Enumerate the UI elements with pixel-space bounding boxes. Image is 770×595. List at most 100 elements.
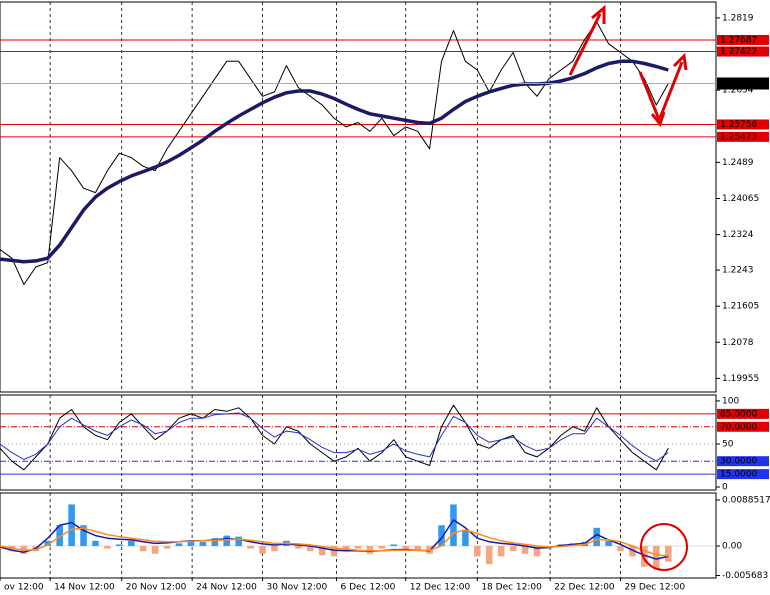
y-tick-label: 0.00 <box>722 541 742 551</box>
histogram-bar <box>44 540 52 546</box>
y-tick-label: 1.2819 <box>722 13 754 23</box>
histogram-bar <box>127 540 135 546</box>
histogram-bar <box>641 545 648 567</box>
level-label: 30.0000 <box>720 457 757 467</box>
annotations <box>568 4 688 571</box>
histogram-bar <box>629 545 636 557</box>
histogram-bar <box>56 525 63 546</box>
price-label-box <box>717 77 769 90</box>
arrowhead <box>591 4 606 24</box>
histogram-bar <box>474 545 481 557</box>
panel-frame <box>0 1 717 393</box>
y-tick-label: 1.2078 <box>722 338 754 348</box>
level-label: 70.0000 <box>720 422 757 432</box>
price-label: 1.26692 <box>720 79 757 89</box>
histogram-bar <box>414 545 421 552</box>
series-line <box>0 59 669 264</box>
histogram-bar <box>438 525 445 546</box>
x-tick-label: 22 Dec 12:00 <box>554 583 615 593</box>
arrowhead <box>672 52 688 71</box>
level-label-box <box>717 469 769 480</box>
arrowhead <box>650 111 666 128</box>
histogram-bar <box>295 545 302 549</box>
level-label-box <box>717 46 769 57</box>
histogram-bar <box>80 525 87 546</box>
histogram-bar <box>593 527 600 546</box>
y-tick-label: 0 <box>722 483 728 493</box>
histogram-bar <box>521 545 529 554</box>
histogram-bar <box>92 540 99 546</box>
histogram-bar <box>223 535 231 546</box>
series-line <box>0 527 669 557</box>
y-tick-label: 100 <box>722 396 739 406</box>
histogram-bar <box>175 543 183 546</box>
level-label: 1.25473 <box>720 132 757 142</box>
histogram-bar <box>163 545 171 549</box>
level-label-box <box>717 456 769 467</box>
series-line <box>0 412 669 462</box>
level-label-box <box>717 119 769 130</box>
arrow-up <box>658 61 684 119</box>
histogram-bar <box>247 545 254 549</box>
panel-frame <box>0 394 717 491</box>
x-tick-label: 6 Dec 12:00 <box>341 583 396 593</box>
y-tick-label: 1.2243 <box>722 266 754 276</box>
x-tick-label: 30 Nov 12:00 <box>267 583 328 593</box>
x-tick-label: ov 12:00 <box>4 583 44 593</box>
series-line <box>0 21 669 285</box>
y-tick-label: 1.2324 <box>722 230 754 240</box>
x-tick-label: 20 Nov 12:00 <box>126 583 187 593</box>
histogram-bar <box>402 545 410 551</box>
histogram-bar <box>378 545 386 549</box>
histogram-bar <box>664 545 672 562</box>
histogram-bar <box>139 545 147 552</box>
x-tick-label: 18 Dec 12:00 <box>481 583 542 593</box>
level-label-box <box>717 408 769 419</box>
histogram-bar <box>68 504 75 546</box>
histogram-bar <box>533 545 541 557</box>
level-label-box <box>717 131 769 142</box>
y-tick-label: -0.005683 <box>722 571 768 581</box>
histogram-bar <box>211 538 219 546</box>
level-label: 15.0000 <box>720 470 757 480</box>
level-label: 1.25756 <box>720 120 757 130</box>
histogram-bar <box>485 545 493 565</box>
arrow-up <box>568 13 602 76</box>
x-tick-label: 12 Dec 12:00 <box>410 583 471 593</box>
level-label-box <box>717 421 769 432</box>
histogram-bar <box>271 545 278 552</box>
y-tick-label: 1.2654 <box>722 86 754 96</box>
histogram-bar <box>104 545 111 549</box>
histogram-bar <box>259 545 266 554</box>
x-tick-label: 29 Dec 12:00 <box>625 583 686 593</box>
histogram-bar <box>354 545 362 549</box>
histogram-bar <box>366 545 374 554</box>
level-label: 85.0000 <box>720 409 757 419</box>
y-tick-label: 1.24065 <box>722 194 759 204</box>
histogram-bar <box>462 530 469 546</box>
y-tick-label: 50 <box>722 439 734 449</box>
histogram-bar <box>497 545 505 557</box>
histogram-bar <box>306 545 314 552</box>
y-tick-label: 1.21605 <box>722 302 759 312</box>
y-tick-label: 1.19955 <box>722 374 759 384</box>
x-tick-label: 24 Nov 12:00 <box>196 583 257 593</box>
panel-frame <box>0 492 717 579</box>
histogram-bar <box>151 545 159 554</box>
histogram-bar <box>450 504 457 546</box>
level-label: 1.27687 <box>720 35 757 45</box>
histogram-bar <box>116 544 123 546</box>
y-tick-label: 1.2489 <box>722 158 754 168</box>
series-line <box>0 404 669 471</box>
histogram-bar <box>235 536 242 546</box>
histogram-bar <box>199 541 207 546</box>
histogram-bar <box>617 545 624 552</box>
x-tick-label: 14 Nov 12:00 <box>54 583 115 593</box>
y-tick-label: 0.0088517 <box>722 496 770 506</box>
highlight-circle <box>640 523 688 571</box>
histogram-bar <box>330 545 338 557</box>
histogram-bar <box>653 545 660 570</box>
